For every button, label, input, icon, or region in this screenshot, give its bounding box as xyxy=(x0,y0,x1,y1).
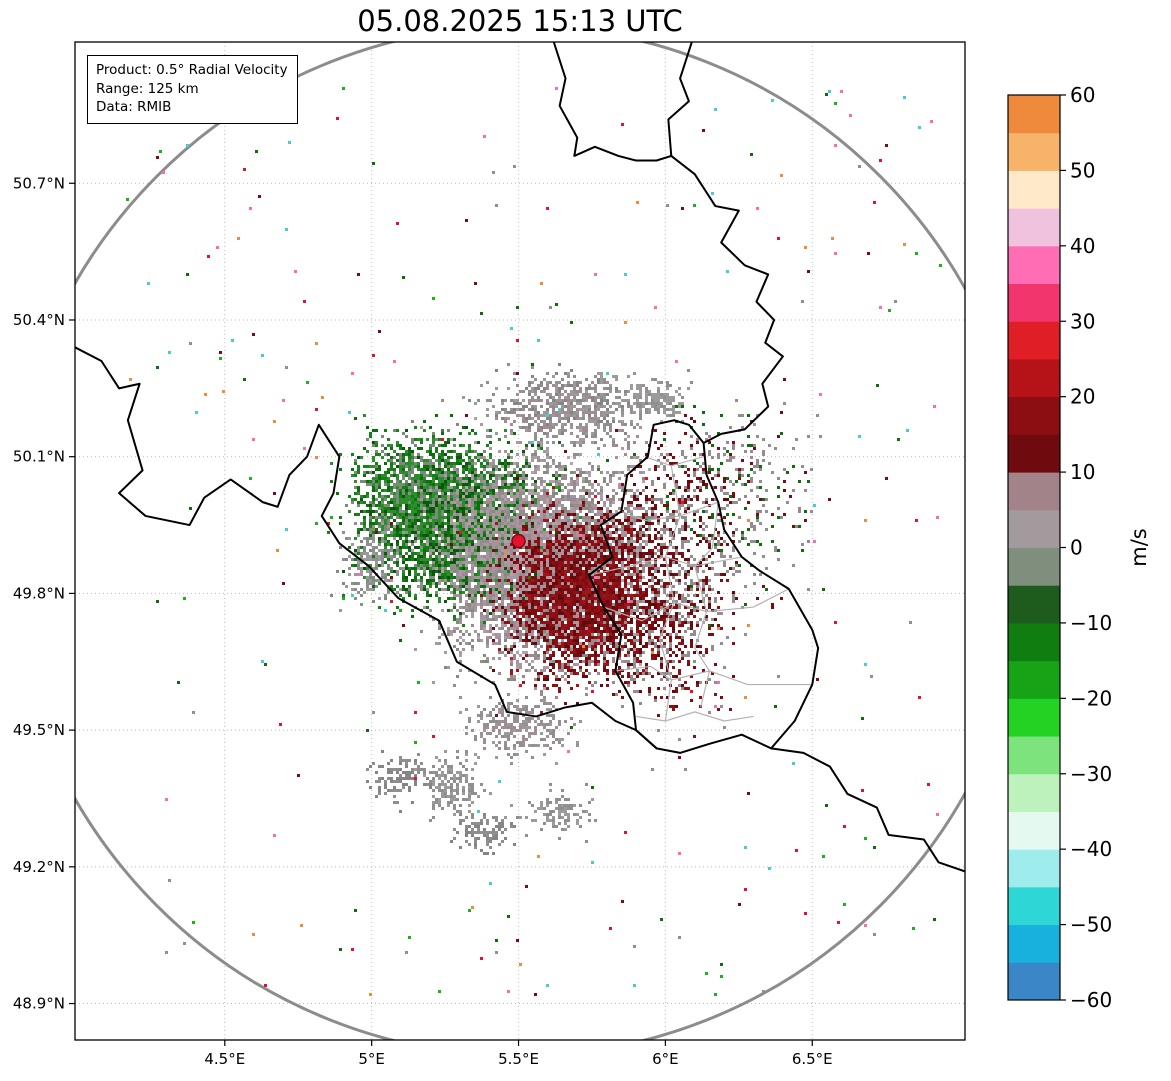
colorbar-unit-label: m/s xyxy=(1127,528,1151,566)
y-tick-label: 49.8°N xyxy=(13,584,65,602)
x-tick-label: 6.5°E xyxy=(792,1050,833,1068)
info-product-line: Product: 0.5° Radial Velocity xyxy=(96,62,288,78)
x-axis: 4.5°E 5°E 5.5°E 6°E 6.5°E xyxy=(204,1040,833,1068)
y-tick-label: 50.4°N xyxy=(13,311,65,329)
colorbar-tick-label: 30 xyxy=(1070,309,1095,333)
border-france-germany xyxy=(770,747,965,873)
border-belgium-germany xyxy=(670,154,784,445)
y-tick-label: 50.7°N xyxy=(13,174,65,192)
colorbar: 60 50 40 30 20 10 0 −10 −20 −30 −40 −50 −60 m/s xyxy=(1007,83,1151,1012)
colorbar-tick-label: −60 xyxy=(1070,988,1112,1012)
info-source-line: Data: RMIB xyxy=(96,99,172,116)
colorbar-tick-label: 60 xyxy=(1070,83,1095,107)
region-borders xyxy=(588,456,813,722)
y-tick-label: 49.2°N xyxy=(13,858,65,876)
x-tick-label: 4.5°E xyxy=(204,1050,245,1068)
y-tick-label: 49.5°N xyxy=(13,721,65,739)
x-tick-label: 6°E xyxy=(652,1050,679,1068)
colorbar-tick-label: 20 xyxy=(1070,385,1095,409)
border-luxembourg xyxy=(588,419,820,754)
x-tick-label: 5.5°E xyxy=(498,1050,539,1068)
colorbar-tick-label: 10 xyxy=(1070,460,1095,484)
colorbar-tick-label: −50 xyxy=(1070,913,1112,937)
colorbar-tick-label: 40 xyxy=(1070,234,1095,258)
y-tick-label: 48.9°N xyxy=(13,995,65,1013)
colorbar-tick-label: −20 xyxy=(1070,686,1112,710)
country-borders xyxy=(75,42,965,873)
border-netherlands-germany xyxy=(667,42,693,157)
colorbar-tick-label: −10 xyxy=(1070,611,1112,635)
y-tick-label: 50.1°N xyxy=(13,448,65,466)
plot-frame xyxy=(74,41,966,1041)
border-belgium-netherlands xyxy=(552,42,673,162)
chart-title: 05.08.2025 15:13 UTC xyxy=(357,4,683,38)
border-france-belgium xyxy=(75,346,658,750)
x-tick-label: 5°E xyxy=(358,1050,385,1068)
info-range-line: Range: 125 km xyxy=(96,80,199,97)
colorbar-tick-label: −40 xyxy=(1070,837,1112,861)
colorbar-tick-label: 50 xyxy=(1070,158,1095,182)
colorbar-tick-label: −30 xyxy=(1070,762,1112,786)
colorbar-tick-label: 0 xyxy=(1070,536,1083,560)
info-box: Product: 0.5° Radial Velocity Range: 125… xyxy=(87,55,298,124)
y-axis: 50.7°N 50.4°N 50.1°N 49.8°N 49.5°N 49.2°N 48.9… xyxy=(13,174,75,1013)
radar-site-marker xyxy=(511,533,526,549)
